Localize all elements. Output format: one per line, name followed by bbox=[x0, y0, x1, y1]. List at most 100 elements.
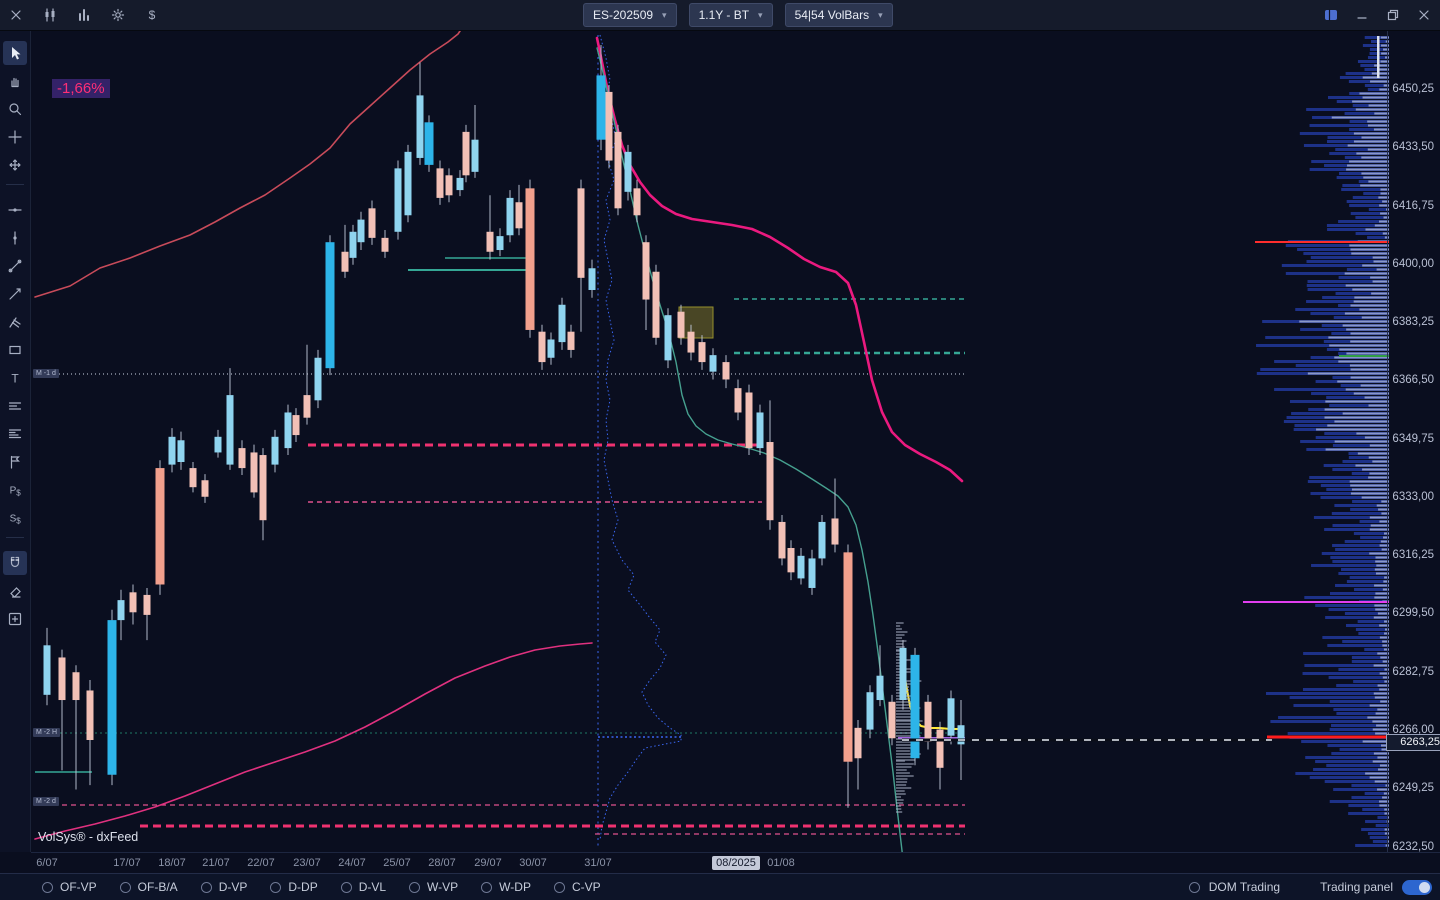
crosshair-tool[interactable] bbox=[3, 125, 27, 149]
time-axis-label: 18/07 bbox=[158, 857, 186, 869]
titlebar-window-controls bbox=[1321, 0, 1434, 30]
price-axis-label: 6383,25 bbox=[1392, 316, 1434, 328]
short-position-tool[interactable]: S $ bbox=[3, 506, 27, 530]
instrument-dropdown[interactable]: ES-202509 ▾ bbox=[583, 3, 677, 27]
volume-levels-tool[interactable] bbox=[3, 422, 27, 446]
move-tool[interactable] bbox=[3, 153, 27, 177]
candlestick-chart-icon[interactable] bbox=[40, 4, 60, 26]
chevron-down-icon: ▾ bbox=[758, 9, 763, 20]
radio-icon[interactable] bbox=[553, 881, 565, 893]
range-dropdown-label: 1.1Y - BT bbox=[698, 8, 750, 22]
long-position-tool[interactable]: P $ bbox=[3, 478, 27, 502]
price-axis-label: 6316,25 bbox=[1392, 549, 1434, 561]
profile-options: OF-VP OF-B/A D-VP D-DP D-VL W-VP W-DP C-VP bbox=[42, 880, 601, 894]
time-axis-label: 29/07 bbox=[474, 857, 502, 869]
dom-trading-radio[interactable] bbox=[1188, 881, 1200, 893]
profile-option-label: D-VL bbox=[358, 880, 387, 894]
profile-option-label: OF-VP bbox=[60, 880, 97, 894]
toolbar-divider bbox=[6, 184, 24, 195]
text-tool[interactable]: T bbox=[3, 366, 27, 390]
titlebar-left-icons: $ bbox=[6, 0, 162, 30]
trading-panel-toggle[interactable] bbox=[1402, 879, 1432, 895]
profile-option-D-DP[interactable]: D-DP bbox=[270, 880, 318, 894]
time-axis[interactable]: 6/07 17/07 18/07 21/07 22/07 23/07 24/07 25/07 2… bbox=[31, 852, 1440, 875]
magnet-tool[interactable] bbox=[3, 551, 27, 575]
watermark: VolSys® - dxFeed bbox=[38, 830, 139, 844]
radio-icon[interactable] bbox=[481, 881, 493, 893]
drawing-toolbar: T P $ S $ bbox=[0, 30, 31, 852]
titlebar-dropdowns: ES-202509 ▾ 1.1Y - BT ▾ 54|54 VolBars ▾ bbox=[583, 3, 893, 27]
radio-icon[interactable] bbox=[200, 881, 212, 893]
titlebar: $ ES-202509 ▾ 1.1Y - BT ▾ 54|54 VolBars … bbox=[0, 0, 1440, 31]
bartype-dropdown-label: 54|54 VolBars bbox=[794, 8, 870, 22]
vertical-line-tool[interactable] bbox=[3, 226, 27, 250]
dom-trading-label[interactable]: DOM Trading bbox=[1208, 880, 1281, 894]
level-tag: M -2 d bbox=[33, 797, 59, 806]
radio-icon[interactable] bbox=[119, 881, 131, 893]
eraser-tool[interactable] bbox=[3, 579, 27, 603]
profile-option-OF-VP[interactable]: OF-VP bbox=[42, 880, 97, 894]
profile-option-label: W-VP bbox=[427, 880, 459, 894]
chevron-down-icon: ▾ bbox=[662, 9, 667, 20]
flag-tool[interactable] bbox=[3, 450, 27, 474]
toolbar-divider bbox=[6, 537, 24, 548]
add-panel-tool[interactable] bbox=[3, 607, 27, 631]
radio-icon[interactable] bbox=[42, 881, 53, 893]
trend-line-tool[interactable] bbox=[3, 254, 27, 278]
price-axis-label: 6450,25 bbox=[1392, 83, 1434, 95]
panel-layout-icon[interactable] bbox=[1321, 4, 1341, 26]
bartype-dropdown[interactable]: 54|54 VolBars ▾ bbox=[784, 3, 893, 27]
minimize-icon[interactable] bbox=[1352, 4, 1372, 26]
close-icon[interactable] bbox=[1414, 4, 1434, 26]
range-dropdown[interactable]: 1.1Y - BT ▾ bbox=[688, 3, 773, 27]
close-chart-icon[interactable] bbox=[6, 4, 26, 26]
status-bar-right: DOM Trading Trading panel bbox=[1188, 879, 1432, 895]
price-levels-tool[interactable] bbox=[3, 394, 27, 418]
instrument-dropdown-label: ES-202509 bbox=[593, 8, 654, 22]
profile-option-D-VP[interactable]: D-VP bbox=[200, 880, 248, 894]
radio-icon[interactable] bbox=[409, 881, 421, 893]
restore-icon[interactable] bbox=[1383, 4, 1403, 26]
time-axis-label: 17/07 bbox=[113, 857, 141, 869]
price-axis-label: 6299,50 bbox=[1392, 607, 1434, 619]
svg-text:S: S bbox=[10, 514, 17, 525]
time-axis-label: 23/07 bbox=[293, 857, 321, 869]
radio-icon[interactable] bbox=[270, 881, 282, 893]
hand-tool[interactable] bbox=[3, 69, 27, 93]
dollar-icon[interactable]: $ bbox=[142, 4, 162, 26]
profile-option-W-DP[interactable]: W-DP bbox=[481, 880, 531, 894]
profile-option-label: D-VP bbox=[218, 880, 248, 894]
time-axis-label: 21/07 bbox=[202, 857, 230, 869]
profile-option-D-VL[interactable]: D-VL bbox=[340, 880, 387, 894]
ray-tool[interactable] bbox=[3, 282, 27, 306]
horizontal-line-tool[interactable] bbox=[3, 198, 27, 222]
profile-option-OF-B/A[interactable]: OF-B/A bbox=[119, 880, 178, 894]
chevron-down-icon: ▾ bbox=[878, 9, 883, 20]
trading-panel-label: Trading panel bbox=[1320, 880, 1393, 894]
time-axis-label: 30/07 bbox=[519, 857, 547, 869]
level-tag: M -1 d bbox=[33, 369, 59, 378]
price-axis-label: 6282,75 bbox=[1392, 666, 1434, 678]
rectangle-tool[interactable] bbox=[3, 338, 27, 362]
profile-option-C-VP[interactable]: C-VP bbox=[553, 880, 601, 894]
profile-option-label: C-VP bbox=[571, 880, 601, 894]
svg-text:P: P bbox=[10, 486, 17, 497]
settings-gear-icon[interactable] bbox=[108, 4, 128, 26]
zoom-tool[interactable] bbox=[3, 97, 27, 121]
pitchfork-tool[interactable] bbox=[3, 310, 27, 334]
cursor-tool[interactable] bbox=[3, 41, 27, 65]
profile-option-W-VP[interactable]: W-VP bbox=[409, 880, 458, 894]
svg-text:$: $ bbox=[16, 489, 21, 498]
profile-option-label: D-DP bbox=[288, 880, 318, 894]
time-axis-label: 01/08 bbox=[767, 857, 795, 869]
radio-icon[interactable] bbox=[340, 881, 352, 893]
time-axis-label: 22/07 bbox=[247, 857, 275, 869]
time-axis-label: 24/07 bbox=[338, 857, 366, 869]
price-axis-label: 6366,50 bbox=[1392, 374, 1434, 386]
level-tag: M -2 H bbox=[33, 728, 60, 737]
time-axis-label: 6/07 bbox=[36, 857, 58, 869]
price-axis-label: 6433,50 bbox=[1392, 141, 1434, 153]
bar-chart-icon[interactable] bbox=[74, 4, 94, 26]
